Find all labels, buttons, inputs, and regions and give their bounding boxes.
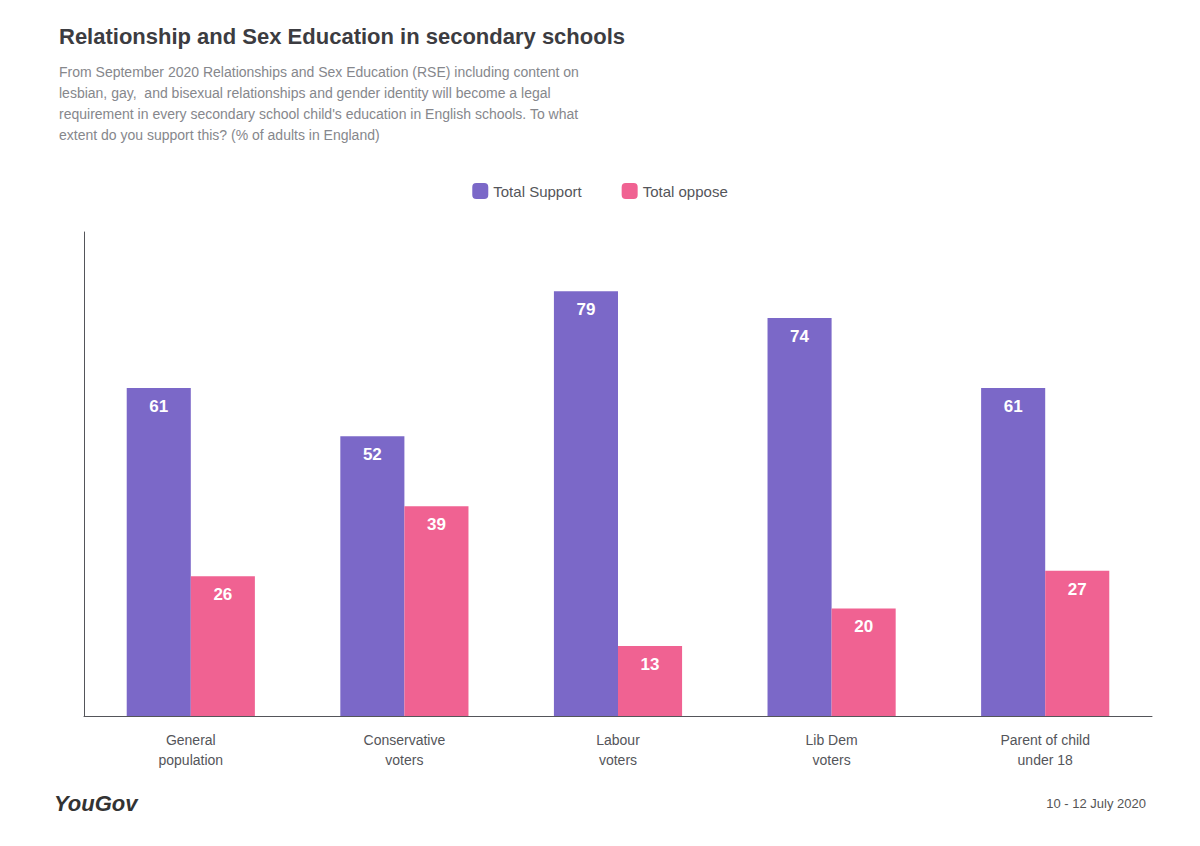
svg-text:Conservative: Conservative [364, 732, 446, 748]
svg-text:extent do you support this? (%: extent do you support this? (% of adults… [59, 127, 380, 143]
svg-text:74: 74 [790, 327, 809, 346]
svg-text:From September 2020 Relationsh: From September 2020 Relationships and Se… [59, 64, 579, 80]
svg-text:27: 27 [1068, 580, 1087, 599]
svg-text:voters: voters [385, 752, 423, 768]
svg-text:39: 39 [427, 515, 446, 534]
svg-text:20: 20 [854, 617, 873, 636]
svg-text:61: 61 [149, 397, 168, 416]
svg-text:under 18: under 18 [1018, 752, 1073, 768]
svg-text:26: 26 [213, 585, 232, 604]
svg-text:voters: voters [813, 752, 851, 768]
svg-text:Parent of child: Parent of child [1000, 732, 1090, 748]
svg-text:13: 13 [641, 655, 660, 674]
svg-text:61: 61 [1004, 397, 1023, 416]
svg-text:voters: voters [599, 752, 637, 768]
svg-text:Lib Dem: Lib Dem [806, 732, 858, 748]
svg-text:Labour: Labour [596, 732, 640, 748]
svg-text:Total oppose: Total oppose [643, 183, 728, 200]
svg-text:Relationship and Sex Education: Relationship and Sex Education in second… [59, 24, 625, 49]
svg-text:YouGov: YouGov [54, 791, 139, 816]
svg-text:lesbian, gay, and bisexual re: lesbian, gay, and bisexual relationships… [59, 85, 551, 101]
svg-text:requirement in every secondary: requirement in every secondary school ch… [59, 106, 578, 122]
svg-text:52: 52 [363, 445, 382, 464]
svg-text:General: General [166, 732, 216, 748]
svg-text:Total Support: Total Support [493, 183, 582, 200]
svg-text:79: 79 [576, 300, 595, 319]
svg-text:population: population [158, 752, 223, 768]
svg-text:10 - 12 July 2020: 10 - 12 July 2020 [1046, 796, 1146, 811]
